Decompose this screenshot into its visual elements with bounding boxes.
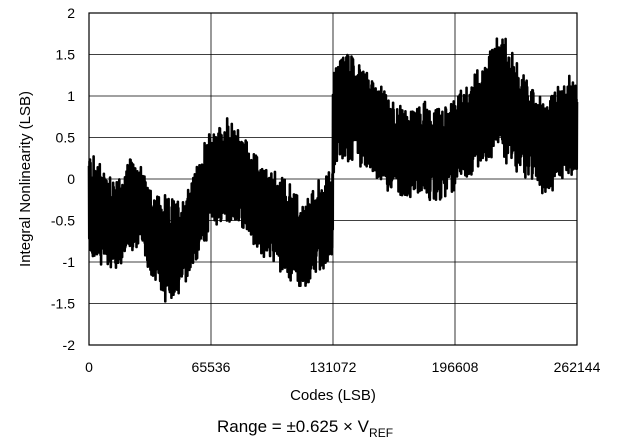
y-tick-label: 1.5 <box>56 47 76 63</box>
plot-area-border <box>88 12 578 346</box>
x-axis-title: Codes (LSB) <box>290 387 376 404</box>
range-footnote-main: Range = ±0.625 × V <box>217 417 370 436</box>
y-tick-label: 2 <box>67 5 75 21</box>
y-tick-label: 0 <box>67 171 75 187</box>
y-tick-label: -1.5 <box>51 296 75 312</box>
x-tick-labels: 0 65536 131072 196608 262144 <box>85 359 600 375</box>
x-tick-label: 65536 <box>192 359 231 375</box>
ini-trace <box>87 37 579 303</box>
range-footnote: Range = ±0.625 × VREF <box>217 417 393 440</box>
x-tick-label: 0 <box>85 359 93 375</box>
y-tick-label: -1 <box>63 254 76 270</box>
ini-series-line <box>87 37 579 303</box>
range-footnote-subscript: REF <box>369 426 393 440</box>
x-tick-label: 262144 <box>554 359 601 375</box>
y-tick-label: 0.5 <box>56 130 76 146</box>
x-tick-label: 196608 <box>432 359 479 375</box>
y-tick-labels: -2 -1.5 -1 -0.5 0 0.5 1 1.5 2 <box>51 5 75 353</box>
x-tick-label: 131072 <box>310 359 357 375</box>
y-axis-title: Integral Nonlinearity (LSB) <box>17 91 34 267</box>
y-tick-label: 1 <box>67 88 75 104</box>
y-tick-label: -2 <box>63 337 76 353</box>
y-tick-label: -0.5 <box>51 213 75 229</box>
